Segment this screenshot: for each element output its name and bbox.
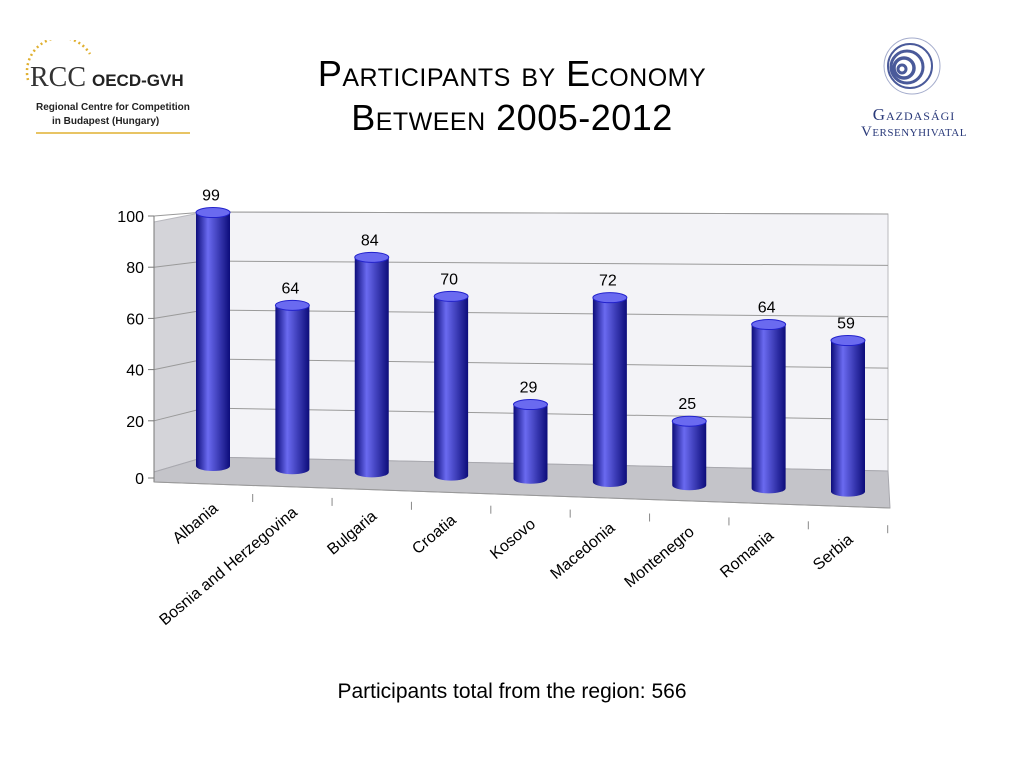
data-label: 64 <box>758 300 776 317</box>
gridline-100 <box>204 211 889 215</box>
gvh-name-line2: Versenyhivatal <box>861 124 967 140</box>
x-category-label: Bulgaria <box>324 508 380 559</box>
gvh-swirl-icon <box>883 37 941 95</box>
bar-top <box>592 292 628 304</box>
bar-body <box>434 296 469 481</box>
gridline-80 <box>204 260 889 266</box>
x-category-label: Albania <box>170 500 222 547</box>
x-category-label: Kosovo <box>487 516 539 563</box>
slide-title-line1: Participants by Economy <box>317 53 707 94</box>
bar-top <box>274 299 310 311</box>
y-tick-label: 40 <box>126 363 144 380</box>
gvh-logo: Gazdasági Versenyhivatal <box>861 37 967 140</box>
data-label: 70 <box>440 271 458 288</box>
bar-macedonia: 72 <box>592 273 628 487</box>
x-category-label: Macedonia <box>548 519 619 582</box>
bar-serbia: 59 <box>830 316 866 497</box>
bar-romania: 64 <box>751 300 787 494</box>
y-tick-label: 20 <box>126 414 144 431</box>
gridline-60 <box>204 309 889 318</box>
rcc-oecd-gvh-logo: RCC OECD-GVH Regional Centre for Competi… <box>25 40 190 134</box>
data-label: 99 <box>202 188 220 205</box>
slide-title: Participants by Economy Between 2005-201… <box>212 52 812 140</box>
bar-top <box>433 290 469 302</box>
bar-body <box>672 421 707 491</box>
bar-body <box>513 404 548 484</box>
bar-top <box>830 335 866 347</box>
data-label: 25 <box>678 396 696 413</box>
bar-body <box>196 212 230 471</box>
bar-body <box>592 297 627 487</box>
bar-body <box>831 340 865 497</box>
x-category-label: Serbia <box>810 531 856 574</box>
bar-top <box>751 319 787 331</box>
rcc-caption-line1: Regional Centre for Competition <box>36 102 190 113</box>
participants-total-note: Participants total from the region: 566 <box>337 680 687 703</box>
bar-series: 99 64 84 70 29 72 25 64 59 <box>195 188 866 497</box>
data-label: 84 <box>361 232 379 249</box>
bar-albania: 99 <box>195 188 231 471</box>
bar-montenegro: 25 <box>671 396 707 491</box>
data-label: 59 <box>837 316 855 333</box>
bar-top <box>195 207 231 219</box>
y-tick-label: 0 <box>135 471 144 488</box>
bar-kosovo: 29 <box>513 380 548 484</box>
slide-title-line2: Between 2005-2012 <box>351 97 673 138</box>
gvh-name-line1: Gazdasági <box>873 105 956 124</box>
rcc-wordmark: RCC <box>30 62 86 93</box>
data-label: 64 <box>281 280 299 297</box>
oecd-gvh-label: OECD-GVH <box>92 71 184 90</box>
x-category-label: Croatia <box>409 512 460 558</box>
bar-top <box>513 399 548 411</box>
x-category-label: Bosnia and Herzegovina <box>156 504 301 629</box>
bar-bulgaria: 84 <box>354 232 390 478</box>
y-tick-label: 60 <box>126 311 144 328</box>
data-label: 29 <box>520 380 538 397</box>
rcc-caption-line2: in Budapest (Hungary) <box>52 116 159 127</box>
bar-top <box>354 251 390 263</box>
bar-body <box>275 305 310 475</box>
x-category-label: Romania <box>717 527 777 581</box>
x-category-label: Montenegro <box>621 523 697 591</box>
bar-body <box>354 257 389 478</box>
bar-body <box>751 324 786 494</box>
y-axis: 0 20 40 60 80 100 <box>117 209 155 488</box>
x-axis-line <box>153 481 891 509</box>
data-label: 72 <box>599 273 617 290</box>
y-tick-label: 80 <box>126 260 144 277</box>
bar-croatia: 70 <box>433 271 469 481</box>
bar-top <box>671 415 707 427</box>
bar-bosnia-and-herzegovina: 64 <box>274 280 310 475</box>
y-tick-label: 100 <box>117 209 144 226</box>
